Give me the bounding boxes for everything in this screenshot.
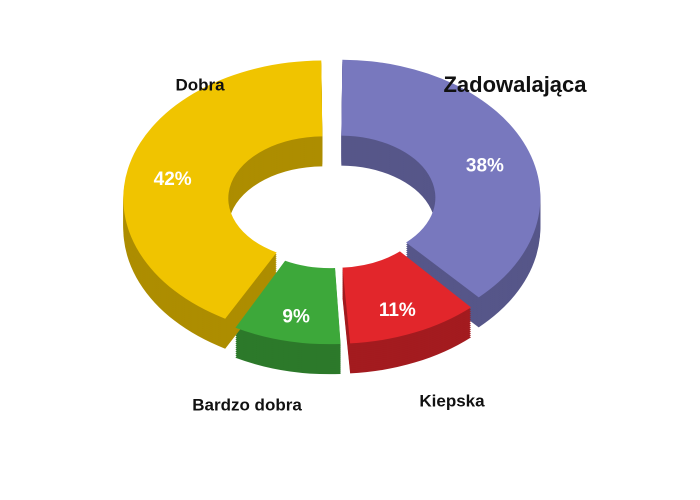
slice [342, 251, 472, 344]
slice [235, 260, 341, 345]
category-label: Zadowalająca [443, 72, 587, 97]
value-label: 11% [379, 300, 416, 321]
slice [341, 59, 541, 298]
value-label: 9% [282, 307, 310, 328]
value-label: 38% [466, 156, 504, 177]
labels: 38% Zadowalająca 11% Kiepska 9% Bardzo dobra 4… [154, 72, 588, 415]
category-label: Dobra [175, 75, 225, 94]
category-label: Bardzo dobra [192, 395, 302, 414]
value-label: 42% [154, 169, 192, 190]
slice-tops [123, 59, 541, 345]
slice [123, 60, 323, 319]
category-label: Kiepska [419, 391, 485, 410]
